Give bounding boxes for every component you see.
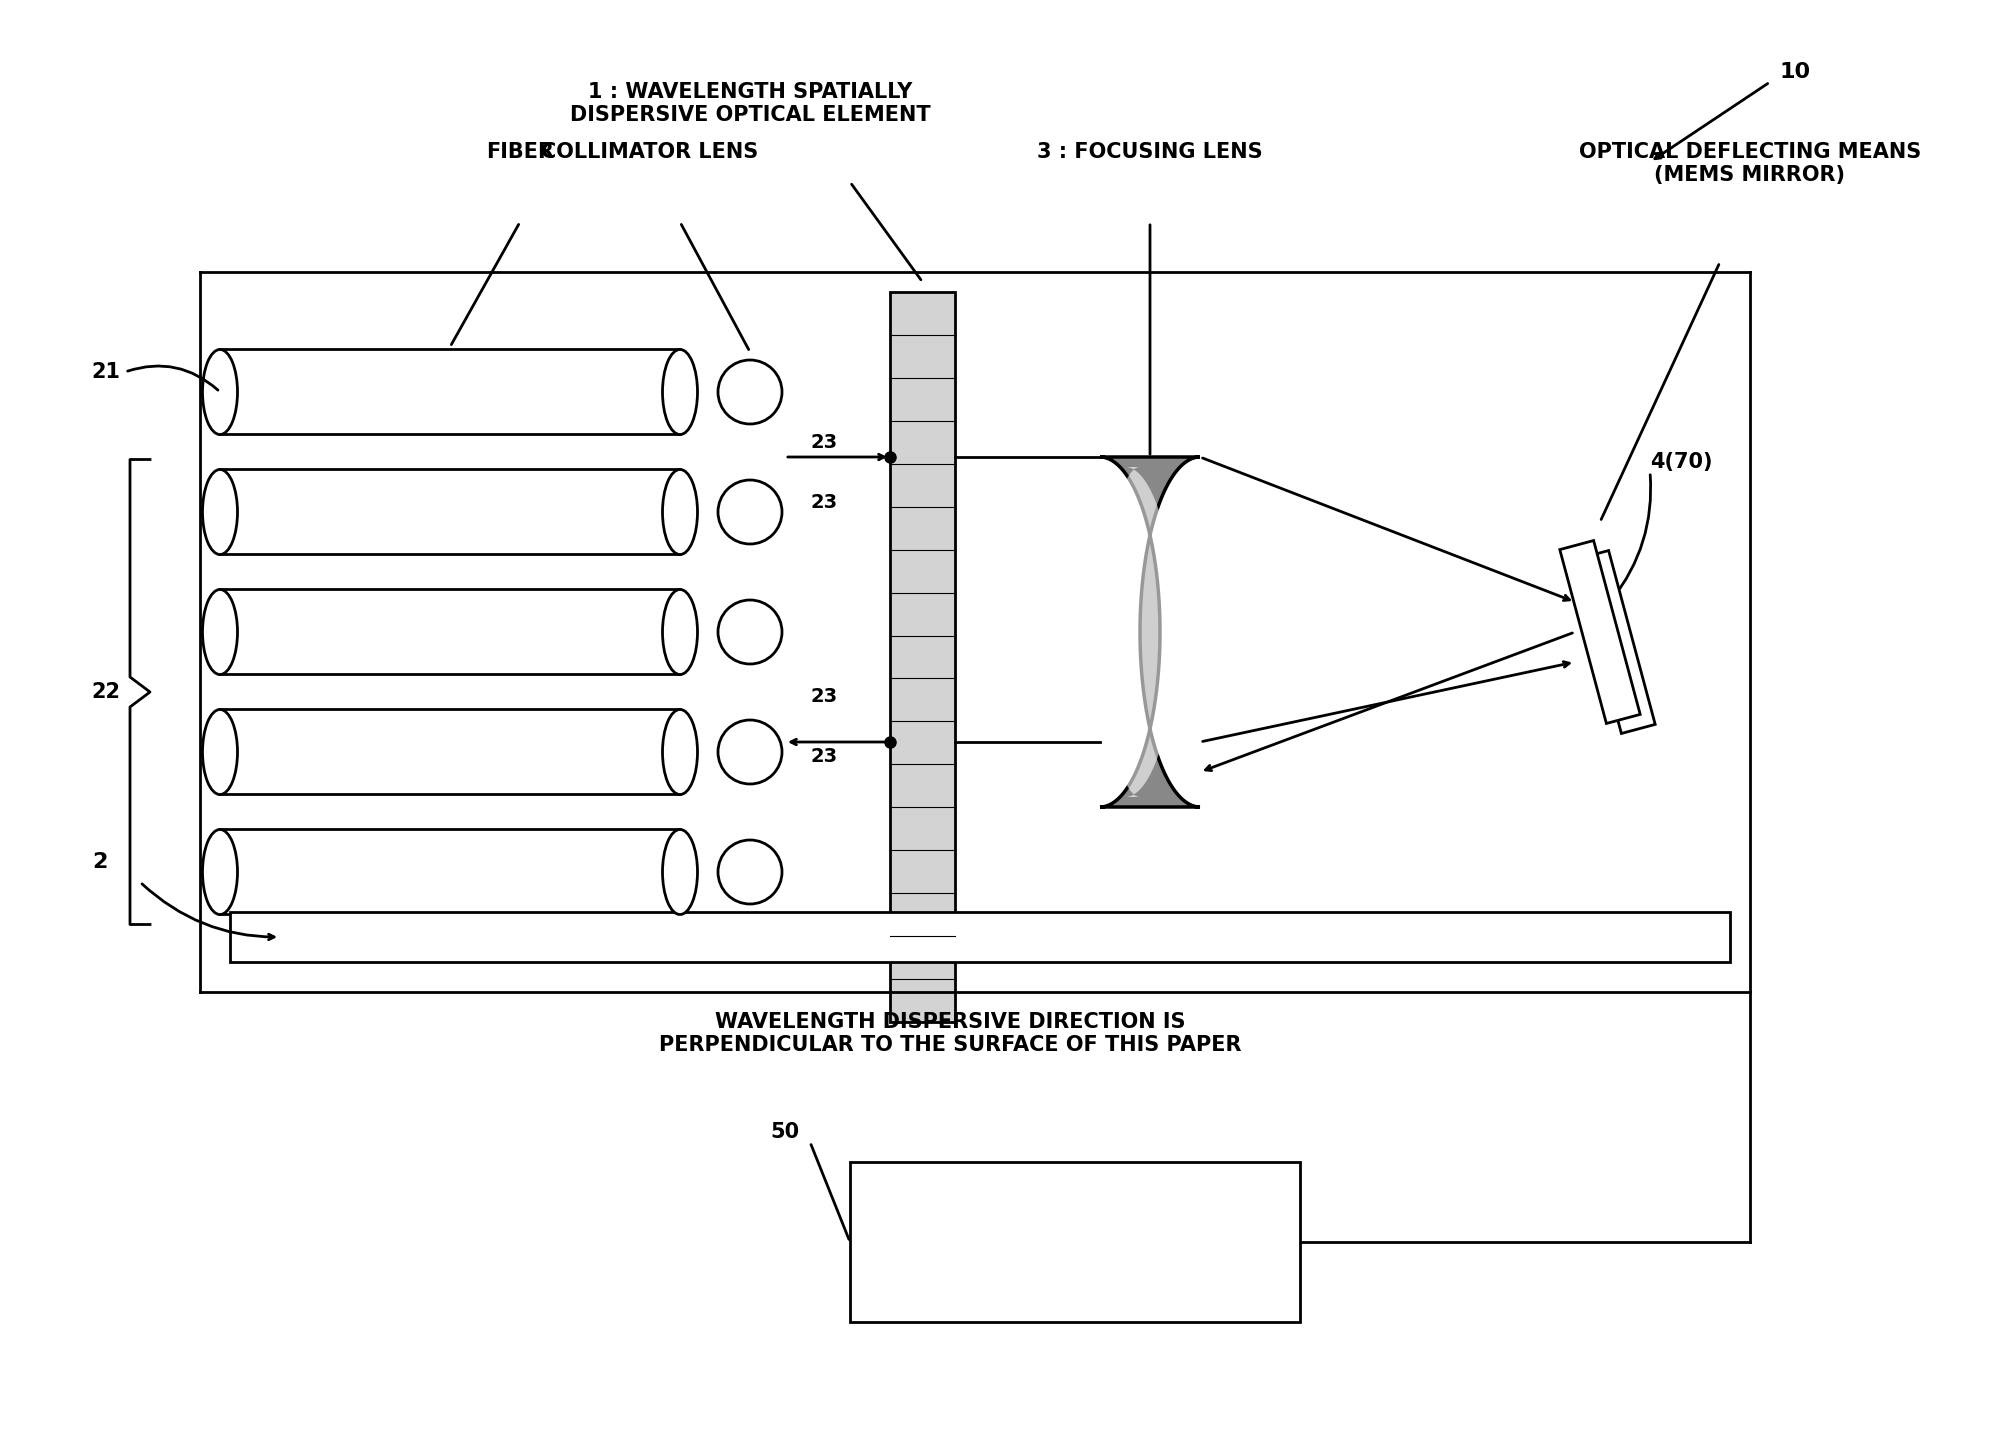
- Bar: [890, 291, 954, 1022]
- Text: 10: 10: [1778, 62, 1811, 82]
- Text: 2: 2: [92, 852, 108, 872]
- Text: 4(70): 4(70): [1650, 451, 1712, 472]
- Circle shape: [718, 600, 782, 663]
- FancyBboxPatch shape: [221, 470, 680, 555]
- Text: OPTICAL DEFLECTING MEANS
(MEMS MIRROR): OPTICAL DEFLECTING MEANS (MEMS MIRROR): [1578, 141, 1921, 185]
- Circle shape: [718, 480, 782, 544]
- Ellipse shape: [662, 590, 698, 675]
- Polygon shape: [1574, 551, 1654, 734]
- Polygon shape: [1099, 457, 1199, 808]
- Text: WAVELENGTH DISPERSIVE DIRECTION IS
PERPENDICULAR TO THE SURFACE OF THIS PAPER: WAVELENGTH DISPERSIVE DIRECTION IS PERPE…: [658, 1012, 1241, 1056]
- Polygon shape: [1105, 467, 1175, 797]
- Ellipse shape: [203, 470, 237, 555]
- Text: 1 : WAVELENGTH SPATIALLY
DISPERSIVE OPTICAL ELEMENT: 1 : WAVELENGTH SPATIALLY DISPERSIVE OPTI…: [569, 82, 930, 125]
- FancyBboxPatch shape: [221, 349, 680, 434]
- Polygon shape: [1560, 541, 1640, 724]
- FancyBboxPatch shape: [221, 829, 680, 914]
- Ellipse shape: [662, 470, 698, 555]
- Circle shape: [718, 720, 782, 784]
- Text: 50: 50: [770, 1122, 800, 1142]
- Ellipse shape: [203, 709, 237, 795]
- FancyBboxPatch shape: [221, 590, 680, 675]
- Text: CONTROLLING
APPARATUS: CONTROLLING APPARATUS: [990, 1220, 1157, 1263]
- Bar: [231, 911, 1728, 962]
- Ellipse shape: [203, 590, 237, 675]
- Circle shape: [718, 841, 782, 904]
- Bar: [850, 1162, 1299, 1322]
- Text: COLLIMATOR LENS: COLLIMATOR LENS: [541, 141, 758, 162]
- Ellipse shape: [662, 349, 698, 434]
- Text: 3 : FOCUSING LENS: 3 : FOCUSING LENS: [1037, 141, 1263, 162]
- Ellipse shape: [203, 829, 237, 914]
- Text: 23: 23: [810, 433, 836, 451]
- FancyBboxPatch shape: [221, 709, 680, 795]
- Text: 21: 21: [90, 362, 120, 382]
- Ellipse shape: [662, 829, 698, 914]
- Text: 23: 23: [810, 493, 836, 512]
- Ellipse shape: [662, 709, 698, 795]
- Text: 22: 22: [90, 682, 120, 702]
- Ellipse shape: [203, 349, 237, 434]
- Text: 23: 23: [810, 688, 836, 707]
- Text: 23: 23: [810, 747, 836, 767]
- Text: FIBER: FIBER: [485, 141, 553, 162]
- Circle shape: [718, 360, 782, 424]
